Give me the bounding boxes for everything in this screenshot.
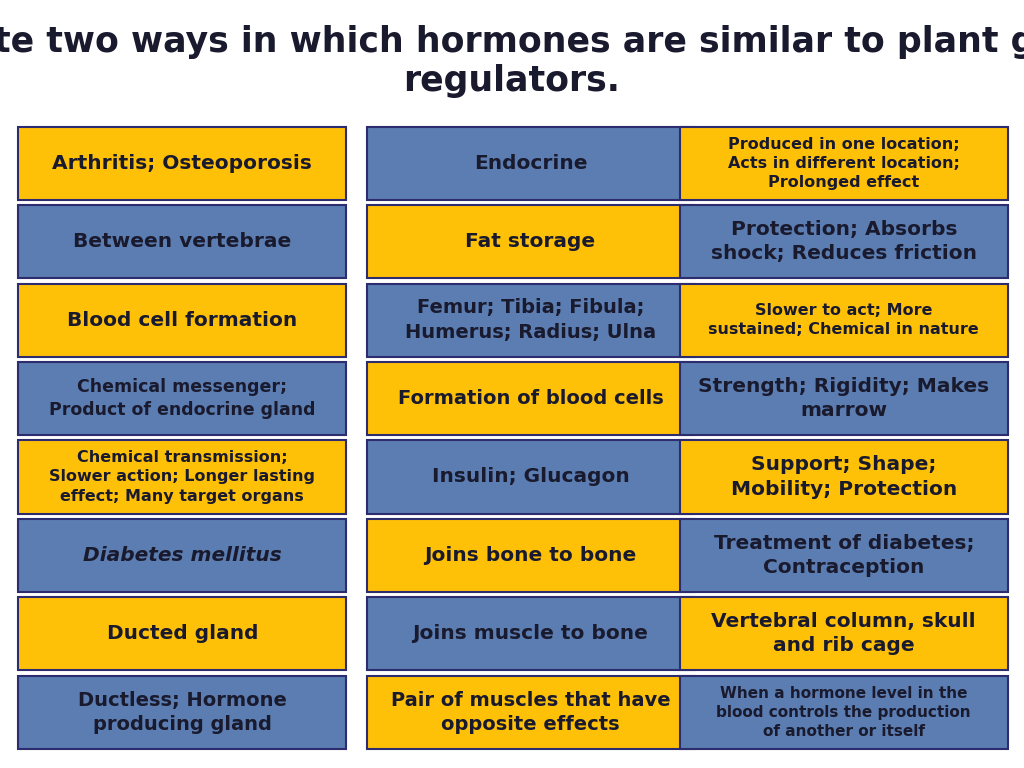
FancyBboxPatch shape: [18, 283, 346, 356]
Text: regulators.: regulators.: [403, 64, 621, 98]
Text: Support; Shape;
Mobility; Protection: Support; Shape; Mobility; Protection: [731, 455, 956, 498]
Text: Treatment of diabetes;
Contraception: Treatment of diabetes; Contraception: [714, 534, 974, 577]
Text: Pair of muscles that have
opposite effects: Pair of muscles that have opposite effec…: [390, 690, 671, 734]
FancyBboxPatch shape: [367, 676, 694, 749]
FancyBboxPatch shape: [18, 127, 346, 200]
FancyBboxPatch shape: [367, 519, 694, 592]
Text: Produced in one location;
Acts in different location;
Prolonged effect: Produced in one location; Acts in differ…: [728, 137, 959, 190]
Text: Endocrine: Endocrine: [474, 154, 587, 173]
Text: Insulin; Glucagon: Insulin; Glucagon: [431, 468, 630, 486]
Text: Chemical messenger;
Product of endocrine gland: Chemical messenger; Product of endocrine…: [49, 378, 315, 419]
Text: Femur; Tibia; Fibula;
Humerus; Radius; Ulna: Femur; Tibia; Fibula; Humerus; Radius; U…: [404, 299, 656, 342]
FancyBboxPatch shape: [367, 205, 694, 278]
FancyBboxPatch shape: [680, 283, 1008, 356]
Text: Slower to act; More
sustained; Chemical in nature: Slower to act; More sustained; Chemical …: [709, 303, 979, 337]
Text: When a hormone level in the
blood controls the production
of another or itself: When a hormone level in the blood contro…: [717, 686, 971, 739]
Text: Strength; Rigidity; Makes
marrow: Strength; Rigidity; Makes marrow: [698, 377, 989, 420]
FancyBboxPatch shape: [18, 362, 346, 435]
FancyBboxPatch shape: [367, 127, 694, 200]
FancyBboxPatch shape: [18, 205, 346, 278]
Text: Ductless; Hormone
producing gland: Ductless; Hormone producing gland: [78, 690, 287, 734]
FancyBboxPatch shape: [680, 598, 1008, 670]
FancyBboxPatch shape: [367, 283, 694, 356]
Text: Chemical transmission;
Slower action; Longer lasting
effect; Many target organs: Chemical transmission; Slower action; Lo…: [49, 450, 315, 504]
Text: Blood cell formation: Blood cell formation: [68, 310, 297, 329]
Text: Joins bone to bone: Joins bone to bone: [424, 546, 637, 565]
FancyBboxPatch shape: [367, 598, 694, 670]
FancyBboxPatch shape: [18, 676, 346, 749]
FancyBboxPatch shape: [680, 362, 1008, 435]
Text: Formation of blood cells: Formation of blood cells: [397, 389, 664, 408]
Text: Protection; Absorbs
shock; Reduces friction: Protection; Absorbs shock; Reduces frict…: [711, 220, 977, 263]
Text: Diabetes mellitus: Diabetes mellitus: [83, 546, 282, 565]
FancyBboxPatch shape: [18, 598, 346, 670]
Text: Joins muscle to bone: Joins muscle to bone: [413, 624, 648, 644]
Text: Vertebral column, skull
and rib cage: Vertebral column, skull and rib cage: [712, 612, 976, 655]
Text: Fat storage: Fat storage: [465, 232, 596, 251]
FancyBboxPatch shape: [680, 127, 1008, 200]
Text: Arthritis; Osteoporosis: Arthritis; Osteoporosis: [52, 154, 312, 173]
FancyBboxPatch shape: [680, 676, 1008, 749]
FancyBboxPatch shape: [18, 519, 346, 592]
Text: Q. State two ways in which hormones are similar to plant growth: Q. State two ways in which hormones are …: [0, 25, 1024, 59]
FancyBboxPatch shape: [680, 519, 1008, 592]
Text: Ducted gland: Ducted gland: [106, 624, 258, 644]
FancyBboxPatch shape: [367, 441, 694, 514]
FancyBboxPatch shape: [18, 441, 346, 514]
FancyBboxPatch shape: [680, 441, 1008, 514]
Text: Between vertebrae: Between vertebrae: [73, 232, 292, 251]
FancyBboxPatch shape: [680, 205, 1008, 278]
FancyBboxPatch shape: [367, 362, 694, 435]
